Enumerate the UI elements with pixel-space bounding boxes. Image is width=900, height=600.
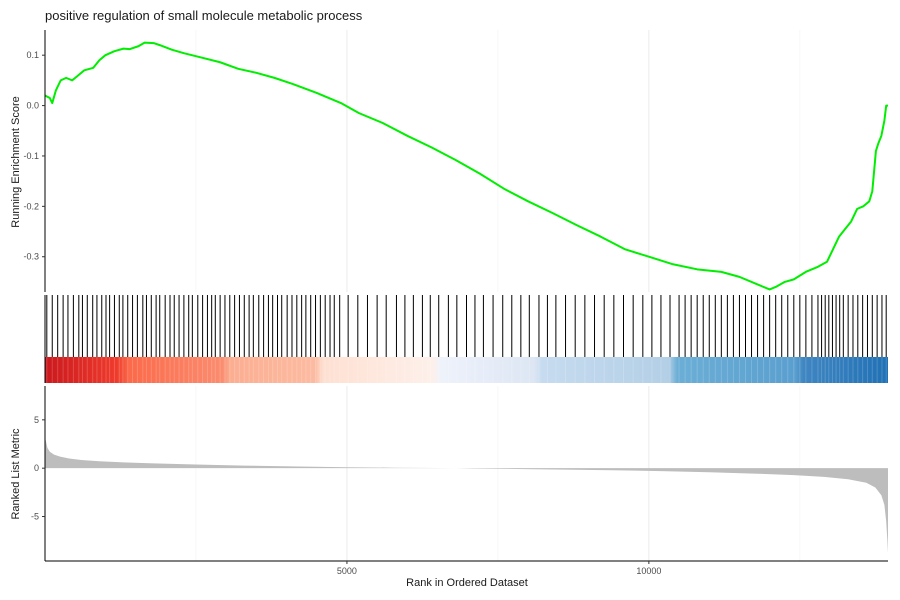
- axes: 0.1 0.0 -0.1 -0.2 -0.3 5 0 -5 5000 10000: [23, 30, 888, 576]
- es-y-tick-label: -0.2: [23, 201, 39, 211]
- es-y-tick-label: 0.0: [26, 101, 39, 111]
- hit-panel-marks: [45, 295, 888, 383]
- x-axis-title: Rank in Ordered Dataset: [406, 577, 528, 589]
- es-y-axis-title: Running Enrichment Score: [10, 96, 22, 227]
- chart-title: positive regulation of small molecule me…: [45, 8, 363, 23]
- es-panel-marks: [44, 41, 888, 291]
- es-y-tick-label: -0.3: [23, 252, 39, 262]
- ranked-metric-area: [45, 437, 888, 554]
- metric-y-axis-title: Ranked List Metric: [10, 428, 22, 520]
- metric-y-tick-label: 5: [34, 415, 39, 425]
- es-panel-grid: [195, 30, 801, 292]
- metric-y-tick-label: -5: [31, 512, 39, 522]
- x-tick-label: 10000: [636, 566, 661, 576]
- x-tick-label: 5000: [337, 566, 357, 576]
- running-es-line: [44, 41, 888, 291]
- metric-panel-grid: [195, 386, 801, 561]
- metric-y-tick-label: 0: [34, 463, 39, 473]
- metric-panel-marks: [45, 437, 888, 554]
- es-y-tick-label: -0.1: [23, 151, 39, 161]
- rank-color-bar: [45, 357, 888, 383]
- es-y-tick-label: 0.1: [26, 50, 39, 60]
